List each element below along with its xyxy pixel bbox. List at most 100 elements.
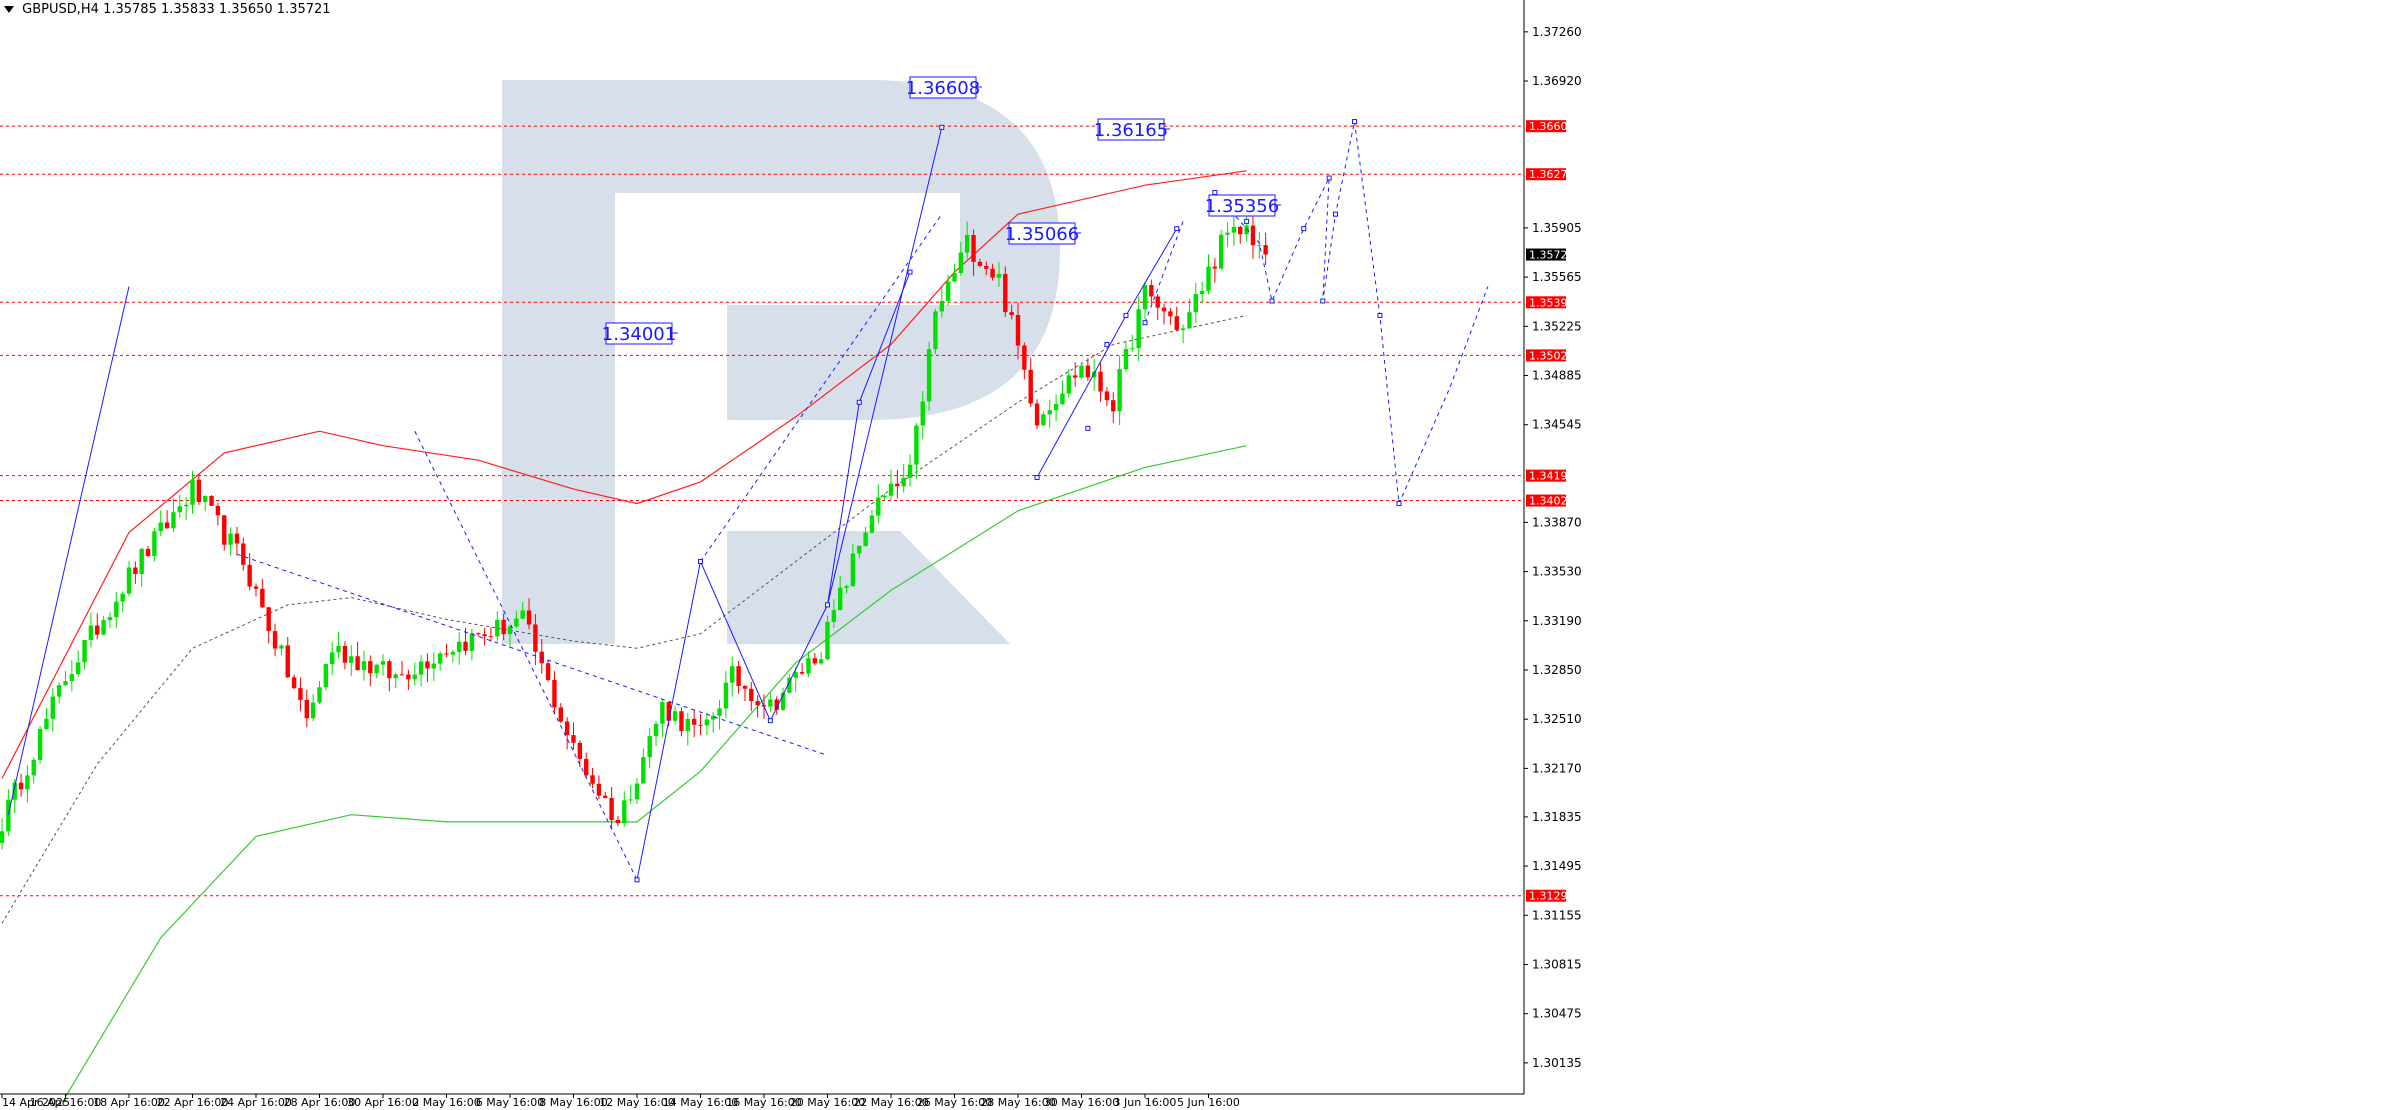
annotations: 1.36608 1.36165 1.35356 1.35066 1.34001 <box>602 76 1281 345</box>
candle-body <box>1231 226 1237 233</box>
candle-body <box>799 672 805 674</box>
candle-body <box>37 728 43 760</box>
candle-body <box>355 656 360 671</box>
candle-body <box>1003 274 1008 313</box>
candle-body <box>323 664 329 688</box>
annotation-box[interactable]: 1.36608 <box>906 76 982 99</box>
candle-body <box>1060 393 1065 405</box>
candle-body <box>133 567 138 574</box>
candle-body <box>679 711 684 732</box>
candle-body <box>18 782 24 790</box>
candle-body <box>330 652 335 665</box>
wave-marker <box>825 602 830 608</box>
candle-body <box>209 496 214 506</box>
annotation-value: 1.36165 <box>1094 120 1168 141</box>
candle-body <box>393 674 398 679</box>
trend-lines[interactable] <box>7 119 1489 883</box>
price-tick-label: 1.36920 <box>1532 74 1582 88</box>
candle-body <box>139 548 144 574</box>
level-lines <box>0 125 1524 897</box>
candle-body <box>933 311 938 350</box>
annotation-box[interactable]: 1.34001 <box>602 322 678 345</box>
forecast-line <box>1144 221 1184 323</box>
candle-body <box>1104 391 1110 401</box>
candle-body <box>552 680 557 708</box>
time-tick-label: 16 Apr 16:00 <box>30 1096 102 1109</box>
candle-body <box>44 718 49 729</box>
candle-body <box>1085 365 1091 378</box>
candle-body <box>25 775 30 790</box>
candle-body <box>850 553 856 587</box>
candle-body <box>469 633 475 651</box>
price-axis[interactable]: 1.37260 1.36920 1.35905 1.35565 1.35225 1.348… <box>1523 0 2396 1110</box>
candle-body <box>888 483 894 496</box>
price-axis-bg <box>1524 0 2396 1110</box>
annotation-box[interactable]: 1.35356 <box>1205 194 1281 217</box>
candle-body <box>793 672 798 678</box>
candle-body <box>101 620 106 635</box>
candle-body <box>755 701 760 706</box>
wave-marker <box>1244 218 1250 224</box>
candle-body <box>76 662 81 675</box>
wave-marker <box>1301 226 1307 232</box>
level-price-tag-label: 1.34021 <box>1529 495 1575 508</box>
candle-body <box>266 607 271 632</box>
ohlc-open: 1.35785 <box>103 2 157 17</box>
candle-body <box>730 666 735 683</box>
candle-body <box>1015 315 1021 346</box>
candle-body <box>787 677 792 693</box>
candle-body <box>895 483 900 487</box>
candle-body <box>495 619 500 637</box>
candle-body <box>774 699 779 710</box>
candle-body <box>69 674 75 682</box>
price-tick-label: 1.37260 <box>1532 25 1582 39</box>
candle-body <box>952 273 957 282</box>
level-price-tag <box>1526 296 1566 309</box>
candle-body <box>145 548 151 556</box>
candle-body <box>558 707 563 722</box>
wave-marker <box>767 718 773 724</box>
candle-body <box>704 719 710 726</box>
candle-body <box>838 587 843 611</box>
candle-body <box>825 621 830 660</box>
annotation-box[interactable]: 1.36165 <box>1094 118 1170 141</box>
level-price-tag <box>1526 889 1566 902</box>
candle-body <box>545 663 551 681</box>
time-tick-label: 22 May 16:00 <box>853 1096 928 1109</box>
candle-body <box>768 699 773 707</box>
candle-body <box>1098 371 1103 392</box>
annotation-box[interactable]: 1.35066 <box>1005 222 1081 245</box>
ohlc-low: 1.35650 <box>218 2 273 17</box>
candle-body <box>514 618 519 627</box>
current-price-tag <box>1526 248 1566 261</box>
wave-marker <box>1104 341 1110 347</box>
candle-body <box>526 610 532 625</box>
time-tick-label: 30 Apr 16:00 <box>347 1096 419 1109</box>
candle-body <box>571 735 576 743</box>
candle-body <box>88 625 94 641</box>
candle-body <box>914 425 919 465</box>
candle-body <box>507 626 513 635</box>
candle-body <box>977 261 983 266</box>
price-tick-label: 1.31155 <box>1532 908 1582 922</box>
candle-body <box>95 625 100 635</box>
candle-body <box>418 661 424 675</box>
candle-body <box>228 533 233 545</box>
collapse-triangle-icon[interactable] <box>4 6 14 13</box>
candle-body <box>564 721 570 736</box>
candle-body <box>1238 226 1243 235</box>
candle-body <box>488 636 494 638</box>
watermark-logo <box>502 80 1060 644</box>
price-tick-label: 1.30815 <box>1532 957 1582 971</box>
wave-marker <box>1320 298 1326 304</box>
candle-body <box>698 724 703 726</box>
candle-body <box>1079 365 1084 378</box>
candle-body <box>945 281 951 301</box>
candle-body <box>742 685 748 689</box>
wave-marker <box>1377 312 1383 318</box>
candle-body <box>634 783 640 800</box>
price-tick-label: 1.30475 <box>1532 1007 1582 1021</box>
candle-body <box>1047 410 1052 415</box>
